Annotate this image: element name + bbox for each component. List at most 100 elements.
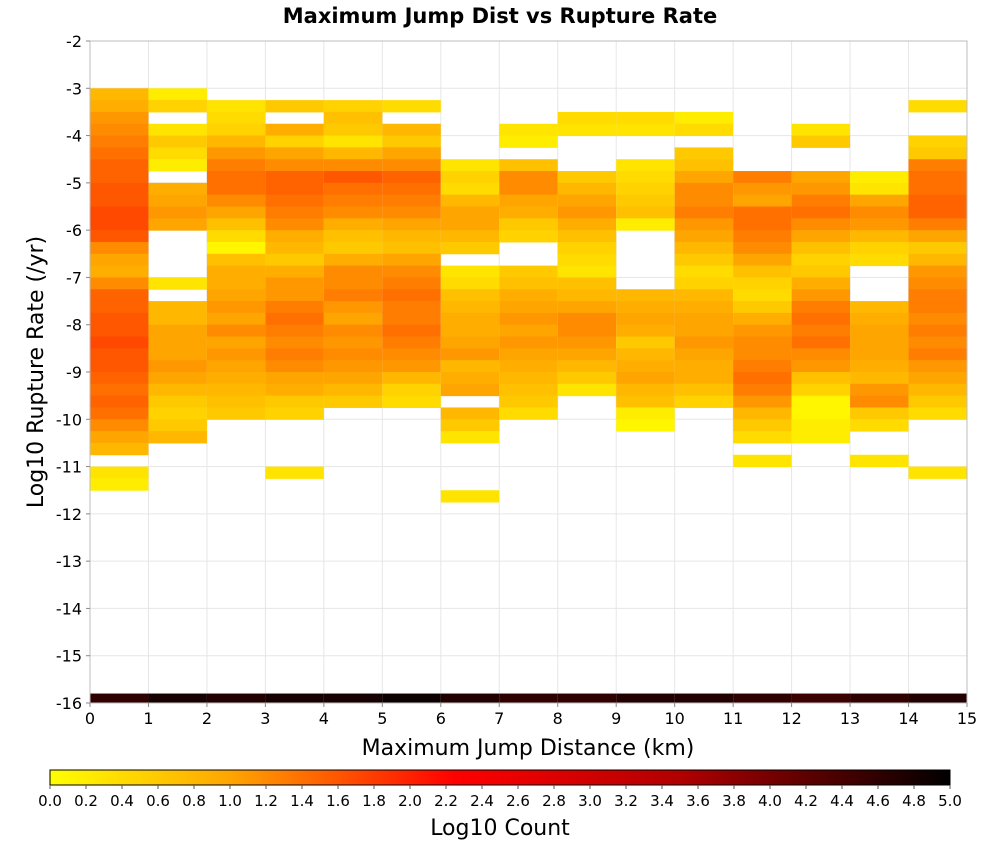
heatmap-cell — [440, 348, 500, 361]
heatmap-cell — [499, 407, 558, 420]
heatmap-cell — [440, 324, 500, 338]
heatmap-cell — [323, 372, 383, 385]
heatmap-cell — [265, 407, 324, 420]
colorbar-ticks: 0.0 0.2 0.4 0.6 0.8 1.0 1.2 1.4 1.6 1.8 2.0 2.2 2.4 2… — [38, 785, 962, 810]
heatmap-cell — [791, 348, 851, 361]
heatmap-cell — [206, 241, 266, 255]
heatmap-cell — [382, 383, 441, 397]
heatmap-cell — [850, 241, 909, 255]
heatmap-cell — [616, 218, 675, 231]
heatmap-cell — [557, 312, 617, 326]
colorbar-tick-label: 4.4 — [830, 792, 854, 810]
heatmap-cell — [382, 147, 441, 160]
heatmap-cell — [265, 289, 324, 302]
heatmap-cell — [206, 194, 266, 207]
heatmap-cell — [733, 383, 792, 397]
heatmap-cell — [323, 123, 383, 137]
heatmap-cell — [206, 312, 266, 326]
heatmap-cell — [440, 289, 500, 302]
heatmap-cell — [265, 123, 324, 137]
heatmap-cell — [908, 230, 967, 243]
heatmap-cell — [206, 372, 266, 385]
heatmap-cell — [90, 206, 149, 219]
colorbar-tick-label: 3.8 — [722, 792, 746, 810]
x-tick-label: 11 — [723, 709, 743, 728]
heatmap-cell — [616, 182, 675, 196]
heatmap-cell — [206, 171, 266, 184]
heatmap-cell — [616, 159, 675, 172]
heatmap-cell — [733, 395, 792, 408]
heatmap-cell — [499, 171, 558, 184]
y-tick-label: -6 — [66, 221, 82, 240]
heatmap-cell — [206, 324, 266, 338]
heatmap-cell — [90, 289, 149, 302]
heatmap-cell — [206, 407, 266, 420]
heatmap-cell — [440, 431, 500, 444]
heatmap-cell — [557, 206, 617, 219]
heatmap-cell — [148, 218, 207, 231]
heatmap-cell — [674, 206, 734, 219]
heatmap-cell — [90, 147, 149, 160]
heatmap-cell — [323, 147, 383, 160]
heatmap-cell — [90, 218, 149, 231]
heatmap-cell-bottom — [850, 693, 909, 703]
heatmap-cell — [674, 265, 734, 278]
x-tick-label: 0 — [85, 709, 95, 728]
heatmap-cell — [90, 88, 149, 101]
heatmap-cell — [323, 324, 383, 338]
heatmap-cell — [791, 372, 851, 385]
heatmap-cell — [148, 277, 207, 290]
heatmap-cell — [499, 395, 558, 408]
heatmap-cell — [557, 171, 617, 184]
heatmap-cell — [382, 241, 441, 255]
heatmap-cell — [265, 230, 324, 243]
heatmap-cell — [616, 111, 675, 125]
heatmap-cell — [908, 159, 967, 172]
colorbar-tick-label: 0.0 — [38, 792, 62, 810]
heatmap-cell — [908, 182, 967, 196]
heatmap-cell — [382, 360, 441, 373]
heatmap-cell — [148, 419, 207, 432]
heatmap-cell — [616, 395, 675, 408]
heatmap-cell — [616, 289, 675, 302]
heatmap-cell-bottom — [616, 693, 675, 703]
colorbar-label: Log10 Count — [430, 816, 570, 841]
heatmap-cell — [850, 182, 909, 196]
heatmap-cell — [265, 395, 324, 408]
heatmap-cell — [90, 466, 149, 479]
y-tick-label: -13 — [56, 552, 82, 571]
colorbar-tick-label: 4.2 — [794, 792, 818, 810]
heatmap-cell — [616, 360, 675, 373]
heatmap-cell — [616, 324, 675, 338]
heatmap-cell — [557, 182, 617, 196]
heatmap-cell — [499, 218, 558, 231]
x-tick-label: 6 — [436, 709, 446, 728]
heatmap-cell — [499, 301, 558, 314]
heatmap-cell — [206, 360, 266, 373]
heatmap-cell — [616, 312, 675, 326]
heatmap-cell — [850, 336, 909, 349]
heatmap-cell — [90, 312, 149, 326]
y-axis-ticks: -2 -3 -4 -5 -6 -7 -8 -9 -10 -11 -12 -13 -14 -15 -16 — [56, 32, 90, 713]
heatmap-cell — [791, 312, 851, 326]
y-tick-label: -5 — [66, 174, 82, 193]
heatmap-cell — [206, 159, 266, 172]
heatmap-cell — [791, 206, 851, 219]
y-tick-label: -11 — [56, 458, 82, 477]
heatmap-cell — [616, 407, 675, 420]
colorbar-tick-label: 1.4 — [290, 792, 314, 810]
heatmap-cell — [908, 171, 967, 184]
heatmap-cell — [265, 466, 324, 479]
heatmap-cell — [265, 253, 324, 267]
heatmap-cell — [674, 182, 734, 196]
heatmap-cell — [908, 407, 967, 420]
heatmap-cell — [265, 360, 324, 373]
x-tick-label: 7 — [494, 709, 504, 728]
heatmap-cell — [616, 301, 675, 314]
heatmap-cell — [908, 336, 967, 349]
colorbar-tick-label: 0.2 — [74, 792, 98, 810]
heatmap-cell — [499, 348, 558, 361]
heatmap-cell — [850, 301, 909, 314]
heatmap-cell — [265, 336, 324, 349]
heatmap-cell — [733, 194, 792, 207]
